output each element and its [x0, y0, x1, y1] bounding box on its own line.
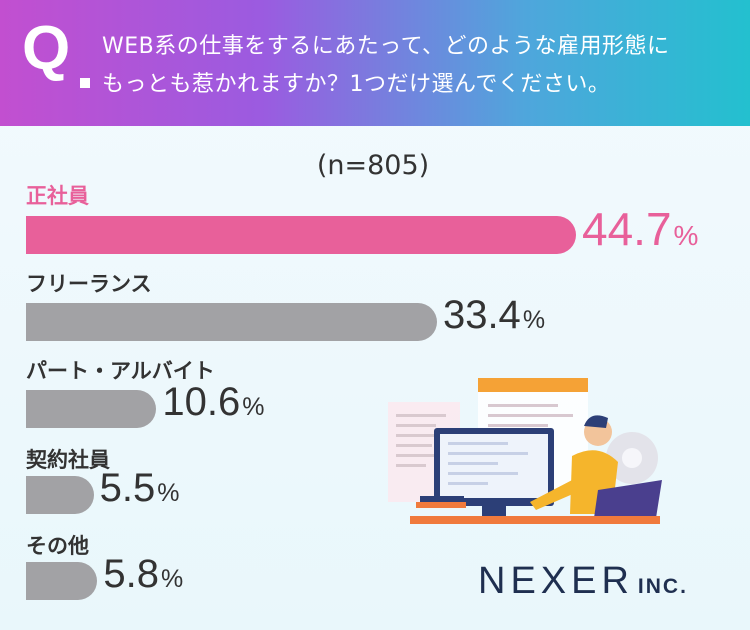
- value-unit: %: [522, 306, 546, 334]
- question-line-2: もっとも惹かれますか？1つだけ選んでください。: [102, 72, 611, 97]
- value-unit: %: [157, 479, 180, 507]
- company-logo-suffix: INC.: [637, 575, 688, 598]
- value-number: 5.5: [99, 466, 156, 510]
- question-text: WEB系の仕事をするにあたって、どのような雇用形態に もっとも惹かれますか？1つ…: [102, 28, 722, 104]
- worker-illustration-icon: [388, 378, 662, 524]
- value-label: 33.4%: [443, 293, 545, 338]
- value-label: 44.7%: [582, 202, 698, 256]
- bar: [26, 216, 576, 254]
- sample-size: (n=805): [316, 150, 430, 181]
- company-logo-name: NEXER: [478, 560, 634, 602]
- category-label: 正社員: [26, 184, 89, 208]
- value-number: 44.7: [582, 203, 672, 255]
- value-label: 5.8%: [103, 552, 183, 597]
- value-label: 10.6%: [162, 380, 264, 425]
- bar: [26, 476, 94, 514]
- value-label: 5.5%: [100, 466, 180, 511]
- value-unit: %: [160, 565, 184, 593]
- category-label: 契約社員: [26, 448, 110, 472]
- company-logo: NEXER INC.: [478, 560, 688, 603]
- value-number: 5.8: [103, 552, 159, 596]
- bar: [26, 303, 437, 341]
- value-number: 33.4: [442, 293, 521, 337]
- question-mark-dot: [80, 78, 90, 88]
- category-label: フリーランス: [26, 272, 152, 296]
- question-header: Q WEB系の仕事をするにあたって、どのような雇用形態に もっとも惹かれますか？…: [0, 0, 750, 126]
- value-number: 10.6: [162, 380, 241, 424]
- bar: [26, 562, 98, 600]
- question-mark: Q: [22, 14, 71, 83]
- bar: [26, 390, 157, 428]
- question-line-1: WEB系の仕事をするにあたって、どのような雇用形態に: [102, 34, 670, 59]
- value-unit: %: [242, 393, 265, 421]
- category-label: その他: [26, 534, 89, 558]
- category-label: パート・アルバイト: [26, 359, 215, 383]
- value-unit: %: [673, 220, 699, 251]
